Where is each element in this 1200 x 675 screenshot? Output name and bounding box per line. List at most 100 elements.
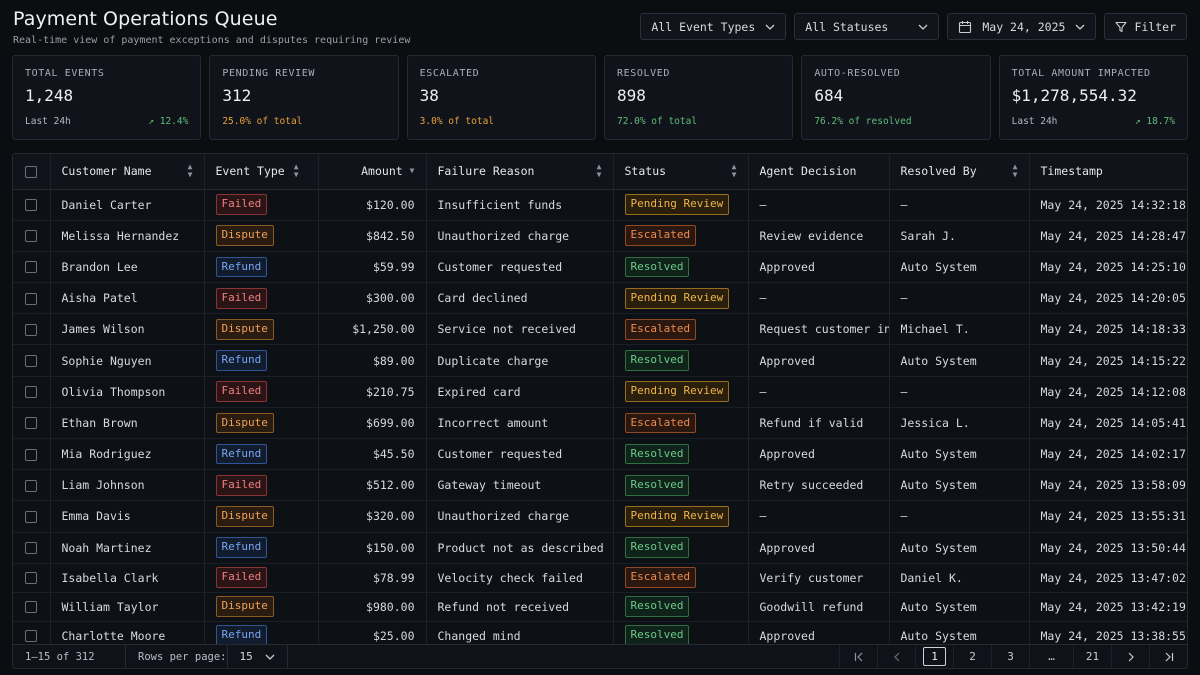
row-checkbox[interactable] [25,323,38,336]
customer-name: Brandon Lee [50,251,205,283]
filter-icon [1115,21,1128,32]
agent-decision: Retry succeeded [748,469,890,501]
sort-desc-icon[interactable]: ▼ [409,166,415,176]
status-badge: Resolved [624,596,690,618]
status-dropdown[interactable]: All Statuses [794,13,940,40]
table-row[interactable]: Aisha Patel Failed $300.00 Card declined Pen… [13,282,1187,314]
table-row[interactable]: Sophie Nguyen Refund $89.00 Duplicate charg… [13,344,1187,377]
status-cell: Pending Review [613,500,749,533]
table-row[interactable]: William Taylor Dispute $980.00 Refund not r… [13,592,1187,622]
kpi-label: TOTAL EVENTS [25,68,105,79]
row-checkbox[interactable] [25,510,38,523]
amount: $320.00 [318,500,427,533]
col-resolved-by[interactable]: Resolved By ▲ ▼ [889,154,1030,190]
row-checkbox[interactable] [25,542,38,555]
failure-reason: Unauthorized charge [426,220,614,252]
table-row[interactable]: Brandon Lee Refund $59.99 Customer requeste… [13,251,1187,283]
event-type-tag: Failed [215,381,268,403]
row-checkbox[interactable] [25,386,38,399]
table-row[interactable]: Ethan Brown Dispute $699.00 Incorrect amoun… [13,407,1187,439]
timestamp: May 24, 2025 14:05:41 [1040,415,1186,430]
kpi-value: 1,248 [25,86,74,105]
sort-icon[interactable]: ▲ ▼ [596,162,602,180]
sort-icon[interactable]: ▲ ▼ [731,162,737,180]
status-cell: Resolved [613,592,749,622]
col-timestamp[interactable]: Timestamp [1029,154,1187,190]
last-page-button[interactable] [1149,645,1187,668]
agent-decision: Approved [748,438,890,470]
event-type-tag: Refund [215,625,268,647]
page-button[interactable]: 1 [915,645,953,668]
kpi-row: TOTAL EVENTS 1,248 Last 24h ↗ 12.4% PENDING … [12,55,1188,140]
row-checkbox[interactable] [25,230,38,243]
table-row[interactable]: Emma Davis Dispute $320.00 Unauthorized cha… [13,500,1187,533]
row-checkbox[interactable] [25,479,38,492]
col-agent-decision[interactable]: Agent Decision [748,154,890,190]
event-type-cell: Dispute [204,220,319,252]
next-page-button[interactable] [1111,645,1149,668]
table-row[interactable]: Noah Martinez Refund $150.00 Product not as… [13,532,1187,564]
row-checkbox[interactable] [25,448,38,461]
event-type-tag: Failed [215,287,268,309]
sort-icon[interactable]: ▲ ▼ [187,162,193,180]
row-select-cell [13,376,51,408]
row-select-cell [13,438,51,470]
rows-per-page-select[interactable]: 15 [226,645,288,668]
prev-page-button[interactable] [877,645,915,668]
chevron-right-icon [1128,652,1134,661]
page-button[interactable]: 21 [1073,645,1111,668]
failure-reason: Refund not received [426,592,614,622]
row-checkbox[interactable] [25,261,38,274]
resolved-by: — [889,500,1030,533]
select-all-checkbox[interactable] [25,165,38,178]
kpi-footer: Last 24h ↗ 12.4% [25,116,188,127]
sort-icon[interactable]: ▲ ▼ [1012,162,1018,180]
page-button[interactable]: 3 [991,645,1029,668]
page-button[interactable]: 2 [953,645,991,668]
kpi-footer: Last 24h ↗ 18.7% [1012,116,1175,127]
row-checkbox[interactable] [25,292,38,305]
calendar-icon [959,20,972,33]
table-row[interactable]: Liam Johnson Failed $512.00 Gateway timeout… [13,469,1187,501]
status-cell: Pending Review [613,189,749,221]
first-page-button[interactable] [839,645,877,668]
event-type-dropdown[interactable]: All Event Types [640,13,787,40]
page-button[interactable]: … [1029,645,1073,668]
kpi-card: AUTO-RESOLVED 684 76.2% of resolved [801,55,991,140]
rows-per-page: Rows per page: [125,645,227,668]
status-badge: Pending Review [624,287,730,309]
date-picker[interactable]: May 24, 2025 [947,13,1097,40]
row-checkbox[interactable] [25,630,38,643]
table-row[interactable]: James Wilson Dispute $1,250.00 Service not … [13,313,1187,345]
timestamp: May 24, 2025 14:15:22 [1040,353,1186,368]
sort-icon[interactable]: ▲ ▼ [293,162,299,180]
table-row[interactable]: Daniel Carter Failed $120.00 Insufficient f… [13,189,1187,221]
table-row[interactable]: Mia Rodriguez Refund $45.50 Customer reques… [13,438,1187,470]
resolved-by: Auto System [889,469,1030,501]
row-checkbox[interactable] [25,601,38,614]
customer-name: Aisha Patel [50,282,205,314]
agent-decision: Refund if valid [748,407,890,439]
row-checkbox[interactable] [25,417,38,430]
col-event-type[interactable]: Event Type ▲ ▼ [204,154,319,190]
event-type-cell: Dispute [204,407,319,439]
col-status[interactable]: Status ▲ ▼ [613,154,749,190]
rows-per-page-label: Rows per page: [138,650,227,663]
filter-button[interactable]: Filter [1104,13,1187,40]
amount: $120.00 [318,189,427,221]
table-row[interactable]: Isabella Clark Failed $78.99 Velocity check… [13,563,1187,593]
col-customer-name[interactable]: Customer Name ▲ ▼ [50,154,205,190]
page-title: Payment Operations Queue [13,8,278,30]
status-badge: Pending Review [624,194,730,215]
table-row[interactable]: Melissa Hernandez Dispute $842.50 Unauthori… [13,220,1187,252]
table-row[interactable]: Olivia Thompson Failed $210.75 Expired card… [13,376,1187,408]
col-amount[interactable]: Amount ▼ [318,154,427,190]
row-checkbox[interactable] [25,355,38,368]
kpi-footnote: 3.0% of total [419,116,495,127]
col-failure-reason[interactable]: Failure Reason ▲ ▼ [426,154,614,190]
resolved-by: Daniel K. [889,563,1030,593]
row-checkbox[interactable] [25,572,38,585]
chevron-down-icon [265,654,275,660]
status-badge: Escalated [624,225,697,247]
row-checkbox[interactable] [25,199,38,212]
